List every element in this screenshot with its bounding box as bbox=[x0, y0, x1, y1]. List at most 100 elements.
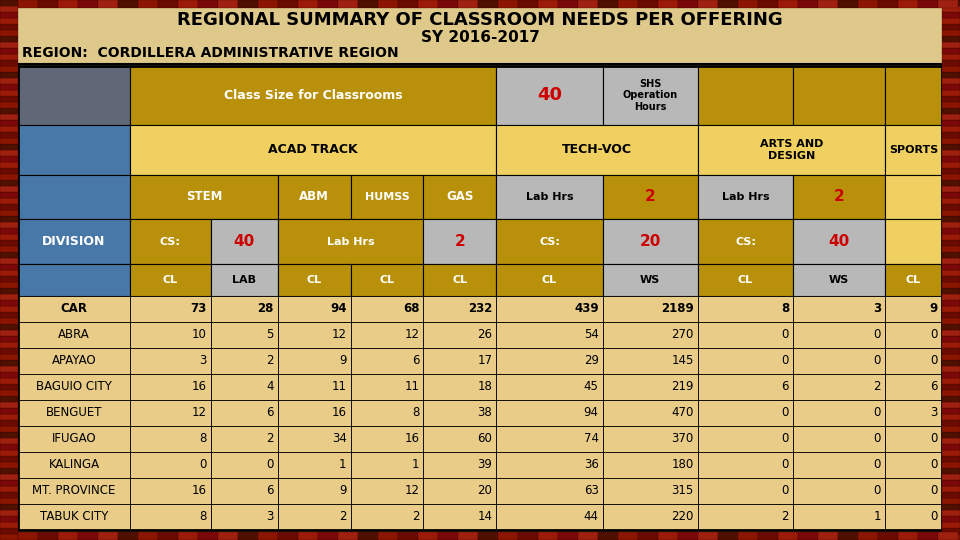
Bar bbox=[698, 125, 885, 174]
Bar bbox=[618, 532, 638, 540]
Bar bbox=[277, 174, 350, 219]
Text: 10: 10 bbox=[192, 328, 206, 341]
Bar bbox=[942, 330, 960, 336]
Bar bbox=[0, 162, 18, 168]
Bar bbox=[423, 504, 496, 530]
Bar bbox=[718, 0, 738, 8]
Bar bbox=[942, 408, 960, 414]
Text: 0: 0 bbox=[267, 458, 274, 471]
Bar bbox=[942, 108, 960, 114]
Bar bbox=[942, 60, 960, 66]
Bar bbox=[942, 276, 960, 282]
Bar bbox=[942, 30, 960, 36]
Bar bbox=[18, 125, 130, 174]
Bar bbox=[0, 450, 18, 456]
Text: 315: 315 bbox=[672, 484, 694, 497]
Bar bbox=[378, 532, 398, 540]
Bar bbox=[798, 532, 818, 540]
Text: SHS
Operation
Hours: SHS Operation Hours bbox=[623, 79, 678, 112]
Bar bbox=[942, 54, 960, 60]
Bar bbox=[0, 288, 18, 294]
Bar bbox=[210, 452, 277, 478]
Text: 180: 180 bbox=[672, 458, 694, 471]
Bar bbox=[277, 504, 350, 530]
Bar bbox=[918, 532, 938, 540]
Bar bbox=[210, 374, 277, 400]
Text: 2189: 2189 bbox=[661, 302, 694, 315]
Bar bbox=[0, 282, 18, 288]
Text: 0: 0 bbox=[781, 354, 789, 368]
Bar bbox=[423, 174, 496, 219]
Bar bbox=[350, 426, 423, 452]
Bar bbox=[0, 54, 18, 60]
Text: TABUK CITY: TABUK CITY bbox=[39, 510, 108, 523]
Bar bbox=[0, 192, 18, 198]
Bar bbox=[942, 360, 960, 366]
Bar bbox=[0, 402, 18, 408]
Bar bbox=[0, 468, 18, 474]
Bar bbox=[0, 324, 18, 330]
Bar bbox=[0, 372, 18, 378]
Text: 0: 0 bbox=[781, 484, 789, 497]
Bar bbox=[793, 219, 885, 264]
Bar bbox=[942, 186, 960, 192]
Bar bbox=[942, 174, 960, 180]
Bar bbox=[130, 504, 210, 530]
Bar bbox=[793, 426, 885, 452]
Bar bbox=[942, 534, 960, 540]
Bar bbox=[496, 264, 603, 296]
Bar bbox=[0, 510, 18, 516]
Text: Class Size for Classrooms: Class Size for Classrooms bbox=[224, 89, 402, 102]
Bar bbox=[0, 522, 18, 528]
Bar bbox=[942, 114, 960, 120]
Text: 0: 0 bbox=[781, 458, 789, 471]
Bar bbox=[0, 246, 18, 252]
Bar bbox=[942, 240, 960, 246]
Text: 3: 3 bbox=[267, 510, 274, 523]
Bar bbox=[698, 452, 793, 478]
Text: 16: 16 bbox=[404, 433, 420, 446]
Text: 16: 16 bbox=[331, 407, 347, 420]
Bar bbox=[423, 400, 496, 426]
Bar bbox=[0, 66, 18, 72]
Bar bbox=[0, 528, 18, 534]
Bar bbox=[277, 374, 350, 400]
Bar bbox=[0, 216, 18, 222]
Bar bbox=[885, 478, 942, 504]
Bar bbox=[885, 426, 942, 452]
Text: Lab Hrs: Lab Hrs bbox=[326, 237, 374, 247]
Bar bbox=[277, 452, 350, 478]
Text: 2: 2 bbox=[339, 510, 347, 523]
Bar bbox=[678, 532, 698, 540]
Bar bbox=[118, 532, 138, 540]
Bar bbox=[0, 252, 18, 258]
Bar bbox=[942, 312, 960, 318]
Text: BAGUIO CITY: BAGUIO CITY bbox=[36, 381, 112, 394]
Bar bbox=[278, 0, 298, 8]
Bar bbox=[218, 0, 238, 8]
Bar bbox=[942, 414, 960, 420]
Bar bbox=[942, 348, 960, 354]
Bar bbox=[942, 426, 960, 432]
Bar bbox=[698, 264, 793, 296]
Text: SPORTS: SPORTS bbox=[889, 145, 938, 155]
Bar bbox=[0, 150, 18, 156]
Text: 40: 40 bbox=[537, 86, 562, 104]
Bar bbox=[0, 426, 18, 432]
Text: 370: 370 bbox=[672, 433, 694, 446]
Text: 9: 9 bbox=[929, 302, 938, 315]
Bar bbox=[0, 498, 18, 504]
Bar bbox=[258, 0, 278, 8]
Bar bbox=[942, 228, 960, 234]
Bar bbox=[538, 532, 558, 540]
Bar bbox=[718, 532, 738, 540]
Bar bbox=[0, 456, 18, 462]
Bar bbox=[0, 6, 18, 12]
Bar bbox=[942, 222, 960, 228]
Bar bbox=[942, 162, 960, 168]
Bar bbox=[0, 72, 18, 78]
Bar bbox=[0, 102, 18, 108]
Text: CS:: CS: bbox=[539, 237, 560, 247]
Bar bbox=[885, 348, 942, 374]
Bar bbox=[277, 219, 423, 264]
